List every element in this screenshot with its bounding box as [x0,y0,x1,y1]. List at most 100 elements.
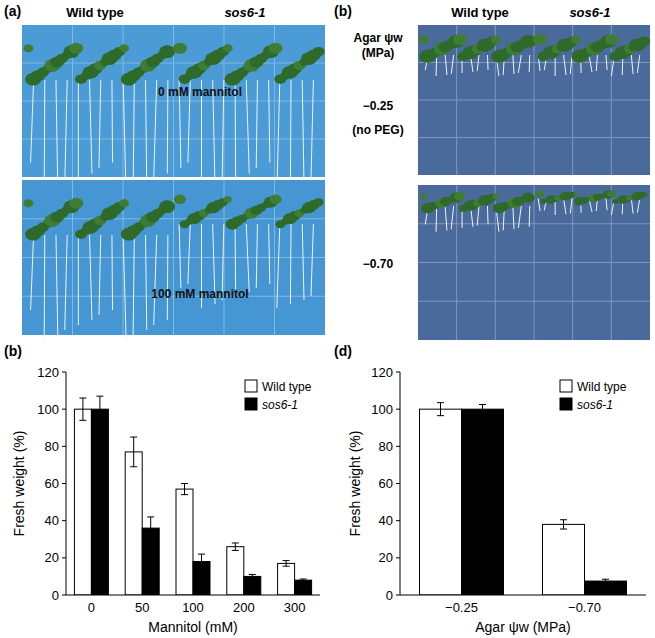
leaf [224,196,232,202]
plate-grid [418,223,650,224]
y-tick-label: 0 [52,588,59,603]
error-cap [232,542,239,543]
root [637,55,639,73]
photo-background [22,180,325,335]
root [133,235,134,335]
error-cap [283,566,290,567]
photo-b [418,25,650,340]
error-bar [249,575,256,579]
error-bar [130,437,137,467]
panel-label: (d) [334,343,352,359]
legend-swatch [245,380,257,392]
error-cap [479,413,486,414]
root [311,80,313,179]
bar-chart: (d)020406080100120−0.25−0.70Agar ψw (MPa… [334,343,646,635]
root [477,55,479,71]
y-tick [396,557,400,558]
photo-background [418,185,650,340]
root [518,206,521,228]
root [78,80,79,179]
y-tick [396,595,400,596]
root [179,224,181,288]
root [123,235,126,340]
bar-chart: (b)020406080100120050100200300Mannitol (… [4,343,320,635]
root [518,55,521,73]
leaf [23,44,33,52]
root [44,235,46,340]
plate-grid [418,262,650,263]
error-stem [82,398,83,420]
x-tick-label: 50 [135,600,149,615]
legend-swatch [245,398,257,410]
root [637,199,639,213]
root [555,55,556,76]
error-bar [300,579,307,581]
leaf [223,44,233,52]
error-stem [482,405,483,414]
y-tick [62,409,66,410]
root [154,80,157,179]
leaf [119,199,129,207]
error-stem [201,554,202,569]
root [277,224,280,308]
leaf [419,36,429,44]
bar [74,409,91,595]
x-tick-label: 0 [88,600,95,615]
x-axis [66,595,320,596]
error-cap [79,420,86,421]
error-cap [79,398,86,399]
root [56,80,58,190]
root [269,80,270,163]
error-bar [198,554,205,569]
bar [585,581,627,595]
leaf [536,190,545,197]
error-cap [560,519,567,520]
error-cap [283,560,290,561]
row-label: (no PEG) [352,123,403,137]
leaf [453,34,467,45]
leaf [119,44,129,52]
root [529,55,531,72]
root [44,80,46,196]
root [31,235,34,310]
error-bar [437,403,444,416]
error-cap [147,539,154,540]
image-label: 100 mM mannitol [151,287,248,301]
error-stem [99,396,100,422]
root [65,80,67,185]
leaf [173,43,187,54]
error-cap [437,415,444,416]
y-tick-label: 40 [379,513,393,528]
y-tick-label: 80 [379,439,393,454]
leaf [533,34,547,45]
x-tick-label: 100 [182,600,204,615]
leaf [492,194,499,200]
y-tick-label: 120 [371,365,393,380]
root [564,55,566,75]
root [451,206,453,229]
error-cap [198,554,205,555]
y-tick-label: 60 [379,476,393,491]
y-axis-label: Fresh weight (%) [347,431,363,537]
y-tick-label: 60 [45,476,59,491]
root [235,224,237,296]
leaf [571,36,581,44]
root [269,224,270,284]
leaf [174,195,186,205]
photo-background [418,25,650,175]
y-tick [62,372,66,373]
legend: Wild typesos6-1 [560,380,627,412]
error-stem [605,579,606,583]
y-tick-label: 20 [379,550,393,565]
column-label: sos6-1 [569,5,610,20]
figure: (a)Wild typesos6-10 mM mannitol100 mM ma… [0,0,655,638]
root [133,80,134,190]
panel-label: (a) [4,3,21,19]
root [529,206,531,227]
error-bar [283,561,290,567]
y-tick [396,520,400,521]
column-label: Wild type [66,5,124,20]
root [445,206,447,231]
root [302,80,304,185]
y-tick-label: 20 [45,550,59,565]
